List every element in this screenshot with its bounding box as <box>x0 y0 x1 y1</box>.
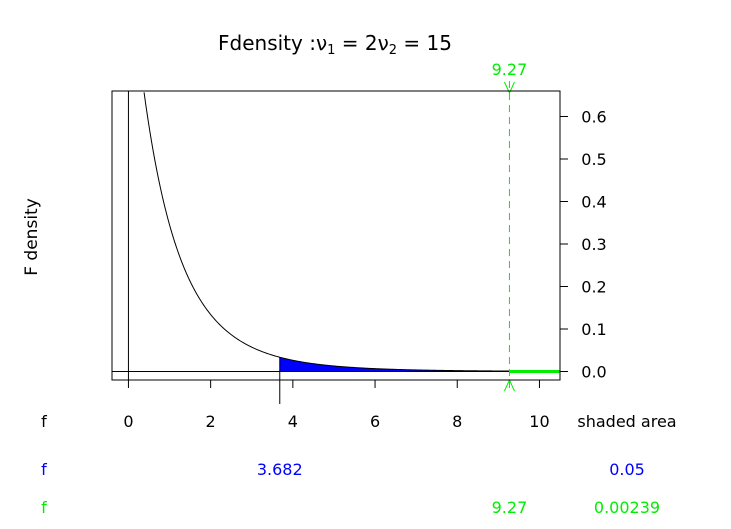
y-tick-label: 0.6 <box>581 108 606 127</box>
y-tick-label: 0.4 <box>581 193 606 212</box>
x-tick-label: 0 <box>123 412 133 431</box>
critical-shaded-area: 0.05 <box>609 460 645 479</box>
x-tick-label: 6 <box>370 412 380 431</box>
y-tick-label: 0.1 <box>581 320 606 339</box>
y-tick-label: 0.0 <box>581 363 606 382</box>
x-tick-label: 10 <box>529 412 549 431</box>
y-axis: 0.0 0.1 0.2 0.3 0.4 0.5 0.6 <box>559 108 607 382</box>
y-tick-label: 0.3 <box>581 235 606 254</box>
observed-top-arrow <box>503 81 515 95</box>
critical-f-value: 3.682 <box>257 460 303 479</box>
y-tick-label: 0.5 <box>581 150 606 169</box>
critical-row-label: f <box>41 460 47 479</box>
x-tick-label: 2 <box>206 412 216 431</box>
plot-frame <box>111 90 561 381</box>
chart-title: Fdensity :ν1 = 2ν2 = 15 <box>218 31 452 58</box>
x-tick-label: 4 <box>288 412 298 431</box>
density-curve <box>143 92 560 372</box>
x-axis-row-label: f <box>41 412 47 431</box>
observed-f-value: 9.27 <box>492 498 528 517</box>
observed-value-label: 9.27 <box>492 60 528 79</box>
observed-row-label: f <box>41 498 47 517</box>
y-tick-label: 0.2 <box>581 278 606 297</box>
shaded-area-region <box>279 357 560 372</box>
y-axis-label: F density <box>22 198 42 276</box>
observed-shaded-area: 0.00239 <box>594 498 660 517</box>
x-tick-label: 8 <box>452 412 462 431</box>
shaded-area-header: shaded area <box>577 412 676 431</box>
x-axis: 0 2 4 6 8 10 <box>123 357 550 431</box>
